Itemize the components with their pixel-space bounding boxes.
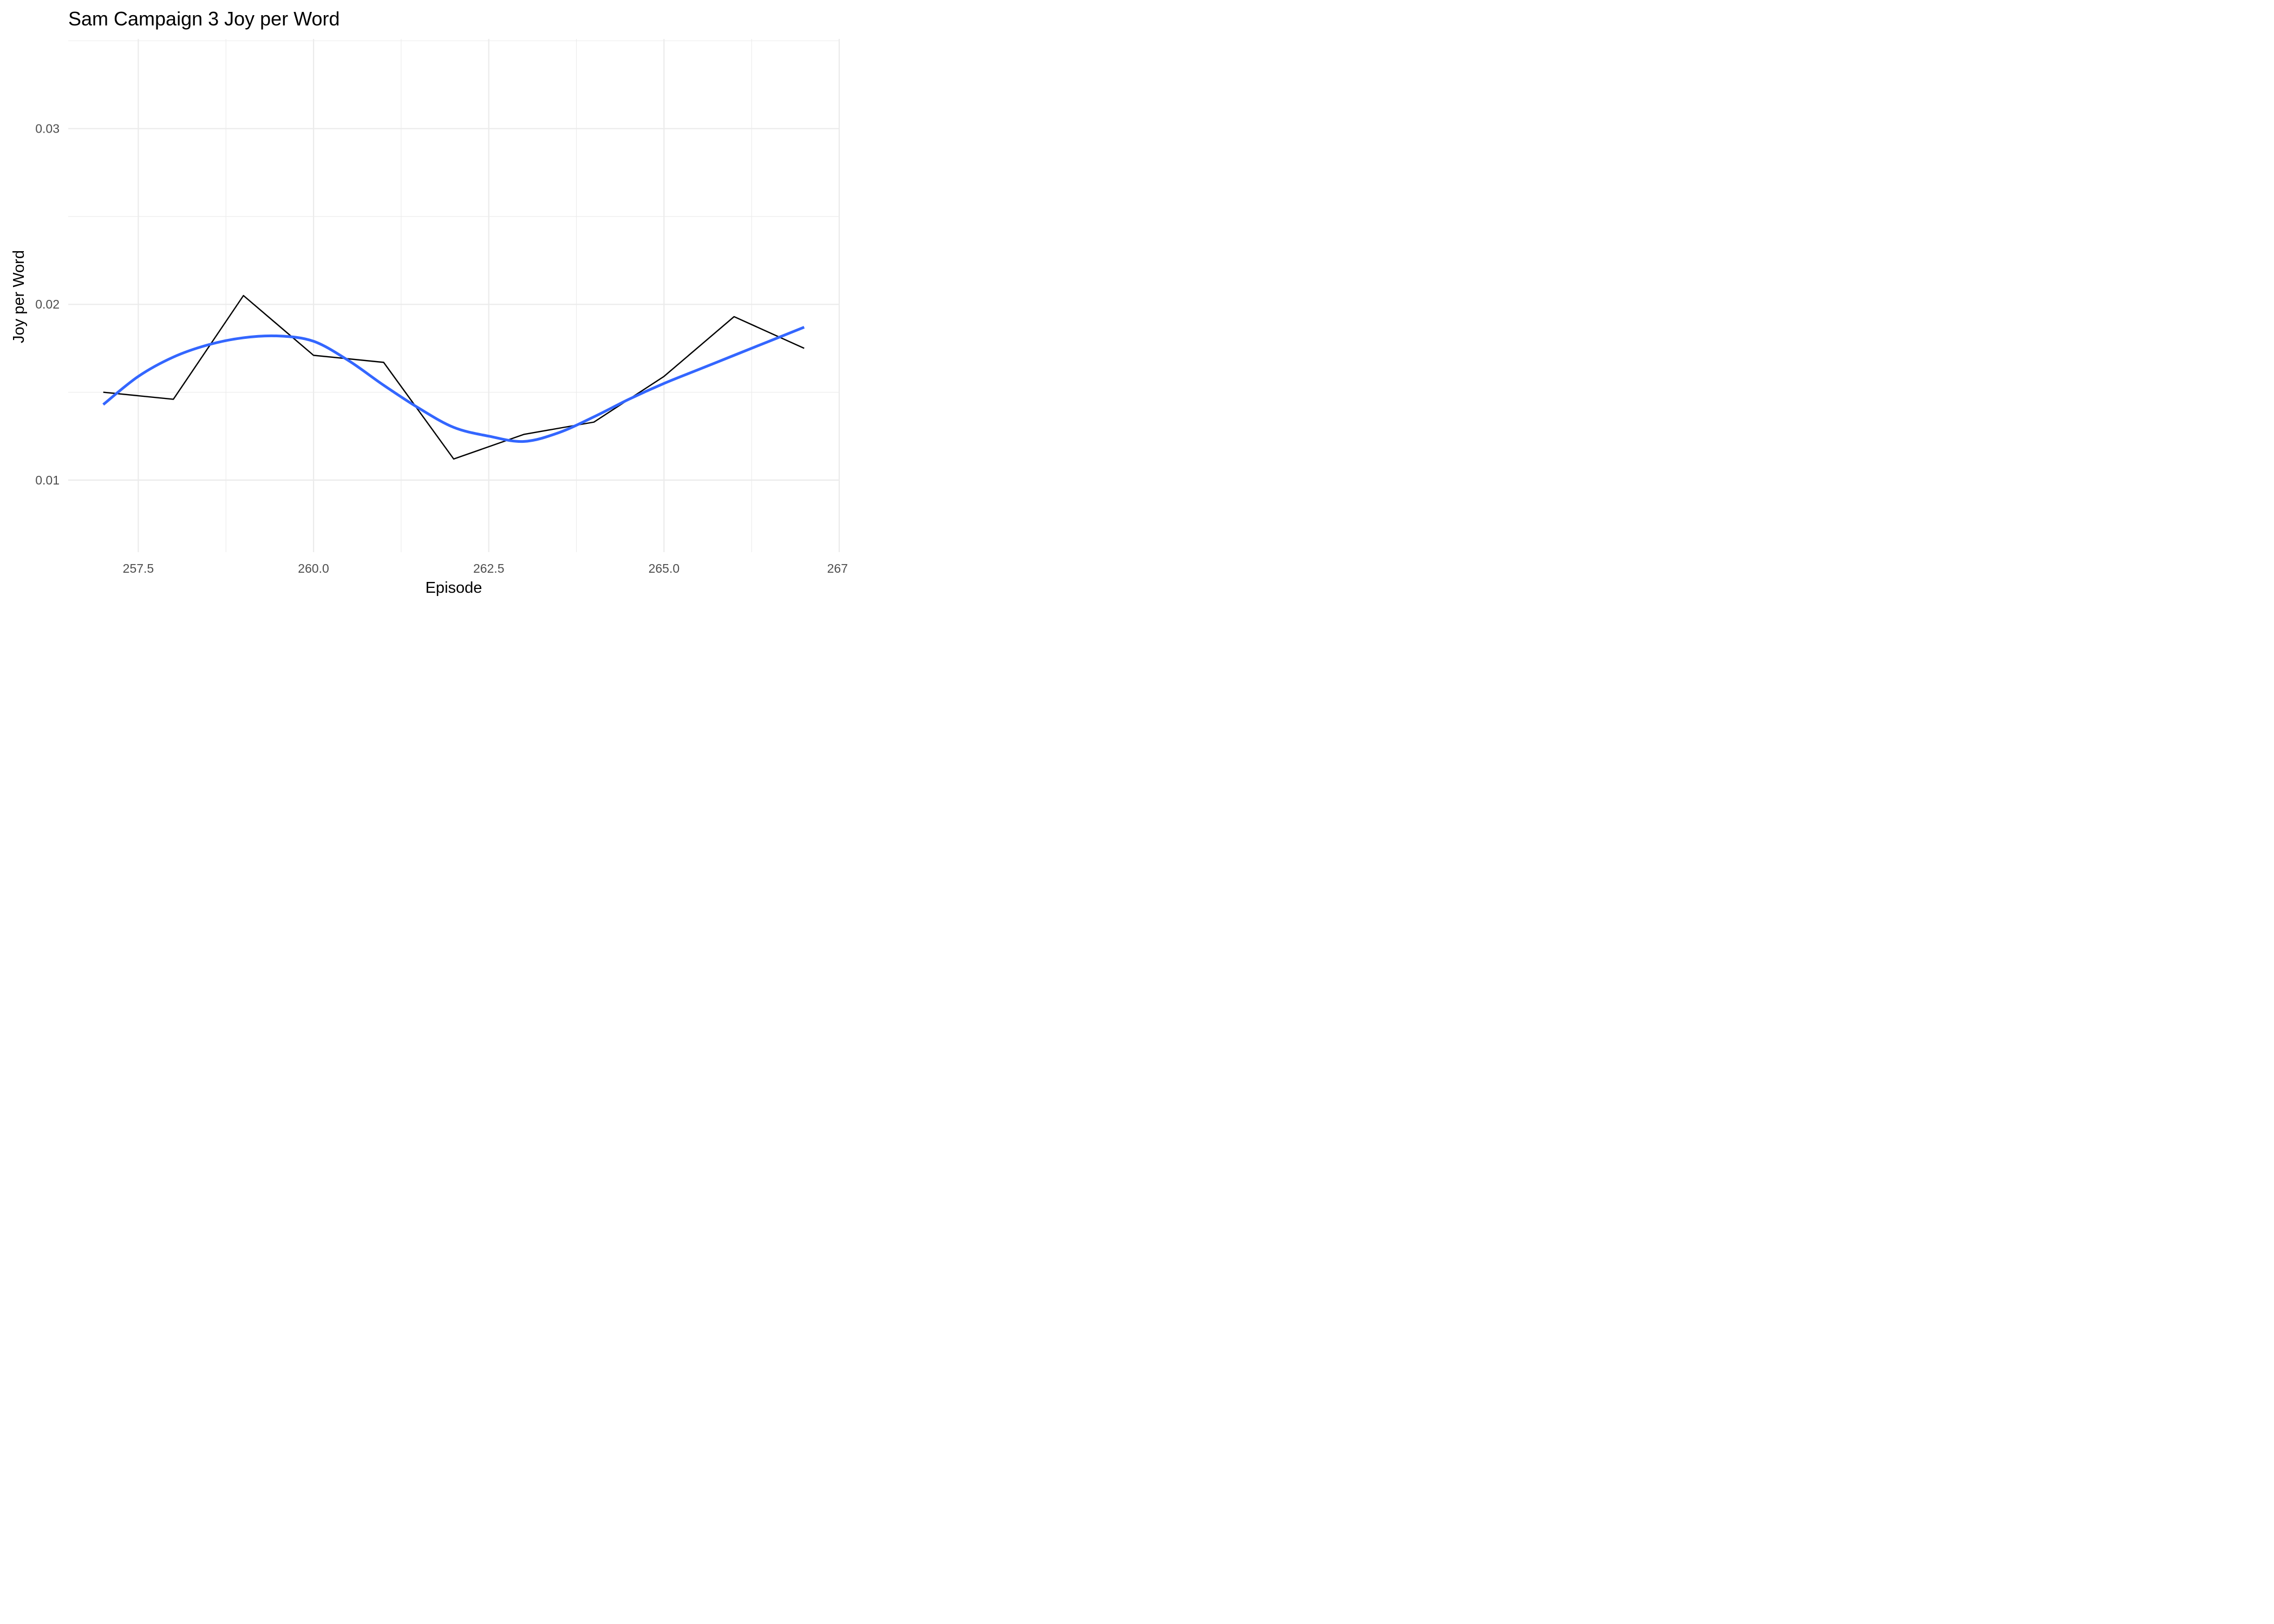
chart: Sam Campaign 3 Joy per Word 257.5 260.0 26… [0, 0, 849, 606]
x-tick-label: 257.5 [123, 561, 154, 575]
y-tick-label: 0.01 [35, 473, 60, 487]
y-axis-title: Joy per Word [10, 250, 28, 343]
x-tick-label: 267. [827, 561, 849, 575]
x-axis-title: Episode [426, 579, 482, 597]
tick-labels: 257.5 260.0 262.5 265.0 267. 0.01 0.02 0.03 [35, 122, 849, 575]
x-tick-label: 262.5 [473, 561, 505, 575]
observed-series-line [103, 294, 805, 460]
series-lines [102, 294, 805, 460]
chart-title: Sam Campaign 3 Joy per Word [68, 8, 340, 30]
x-tick-label: 260.0 [298, 561, 329, 575]
x-tick-label: 265.0 [649, 561, 680, 575]
line-chart: Sam Campaign 3 Joy per Word 257.5 260.0 26… [10, 8, 849, 597]
smoothed-trend-line [102, 326, 805, 443]
y-tick-label: 0.03 [35, 122, 60, 136]
grid [68, 39, 840, 552]
y-tick-label: 0.02 [35, 297, 60, 311]
